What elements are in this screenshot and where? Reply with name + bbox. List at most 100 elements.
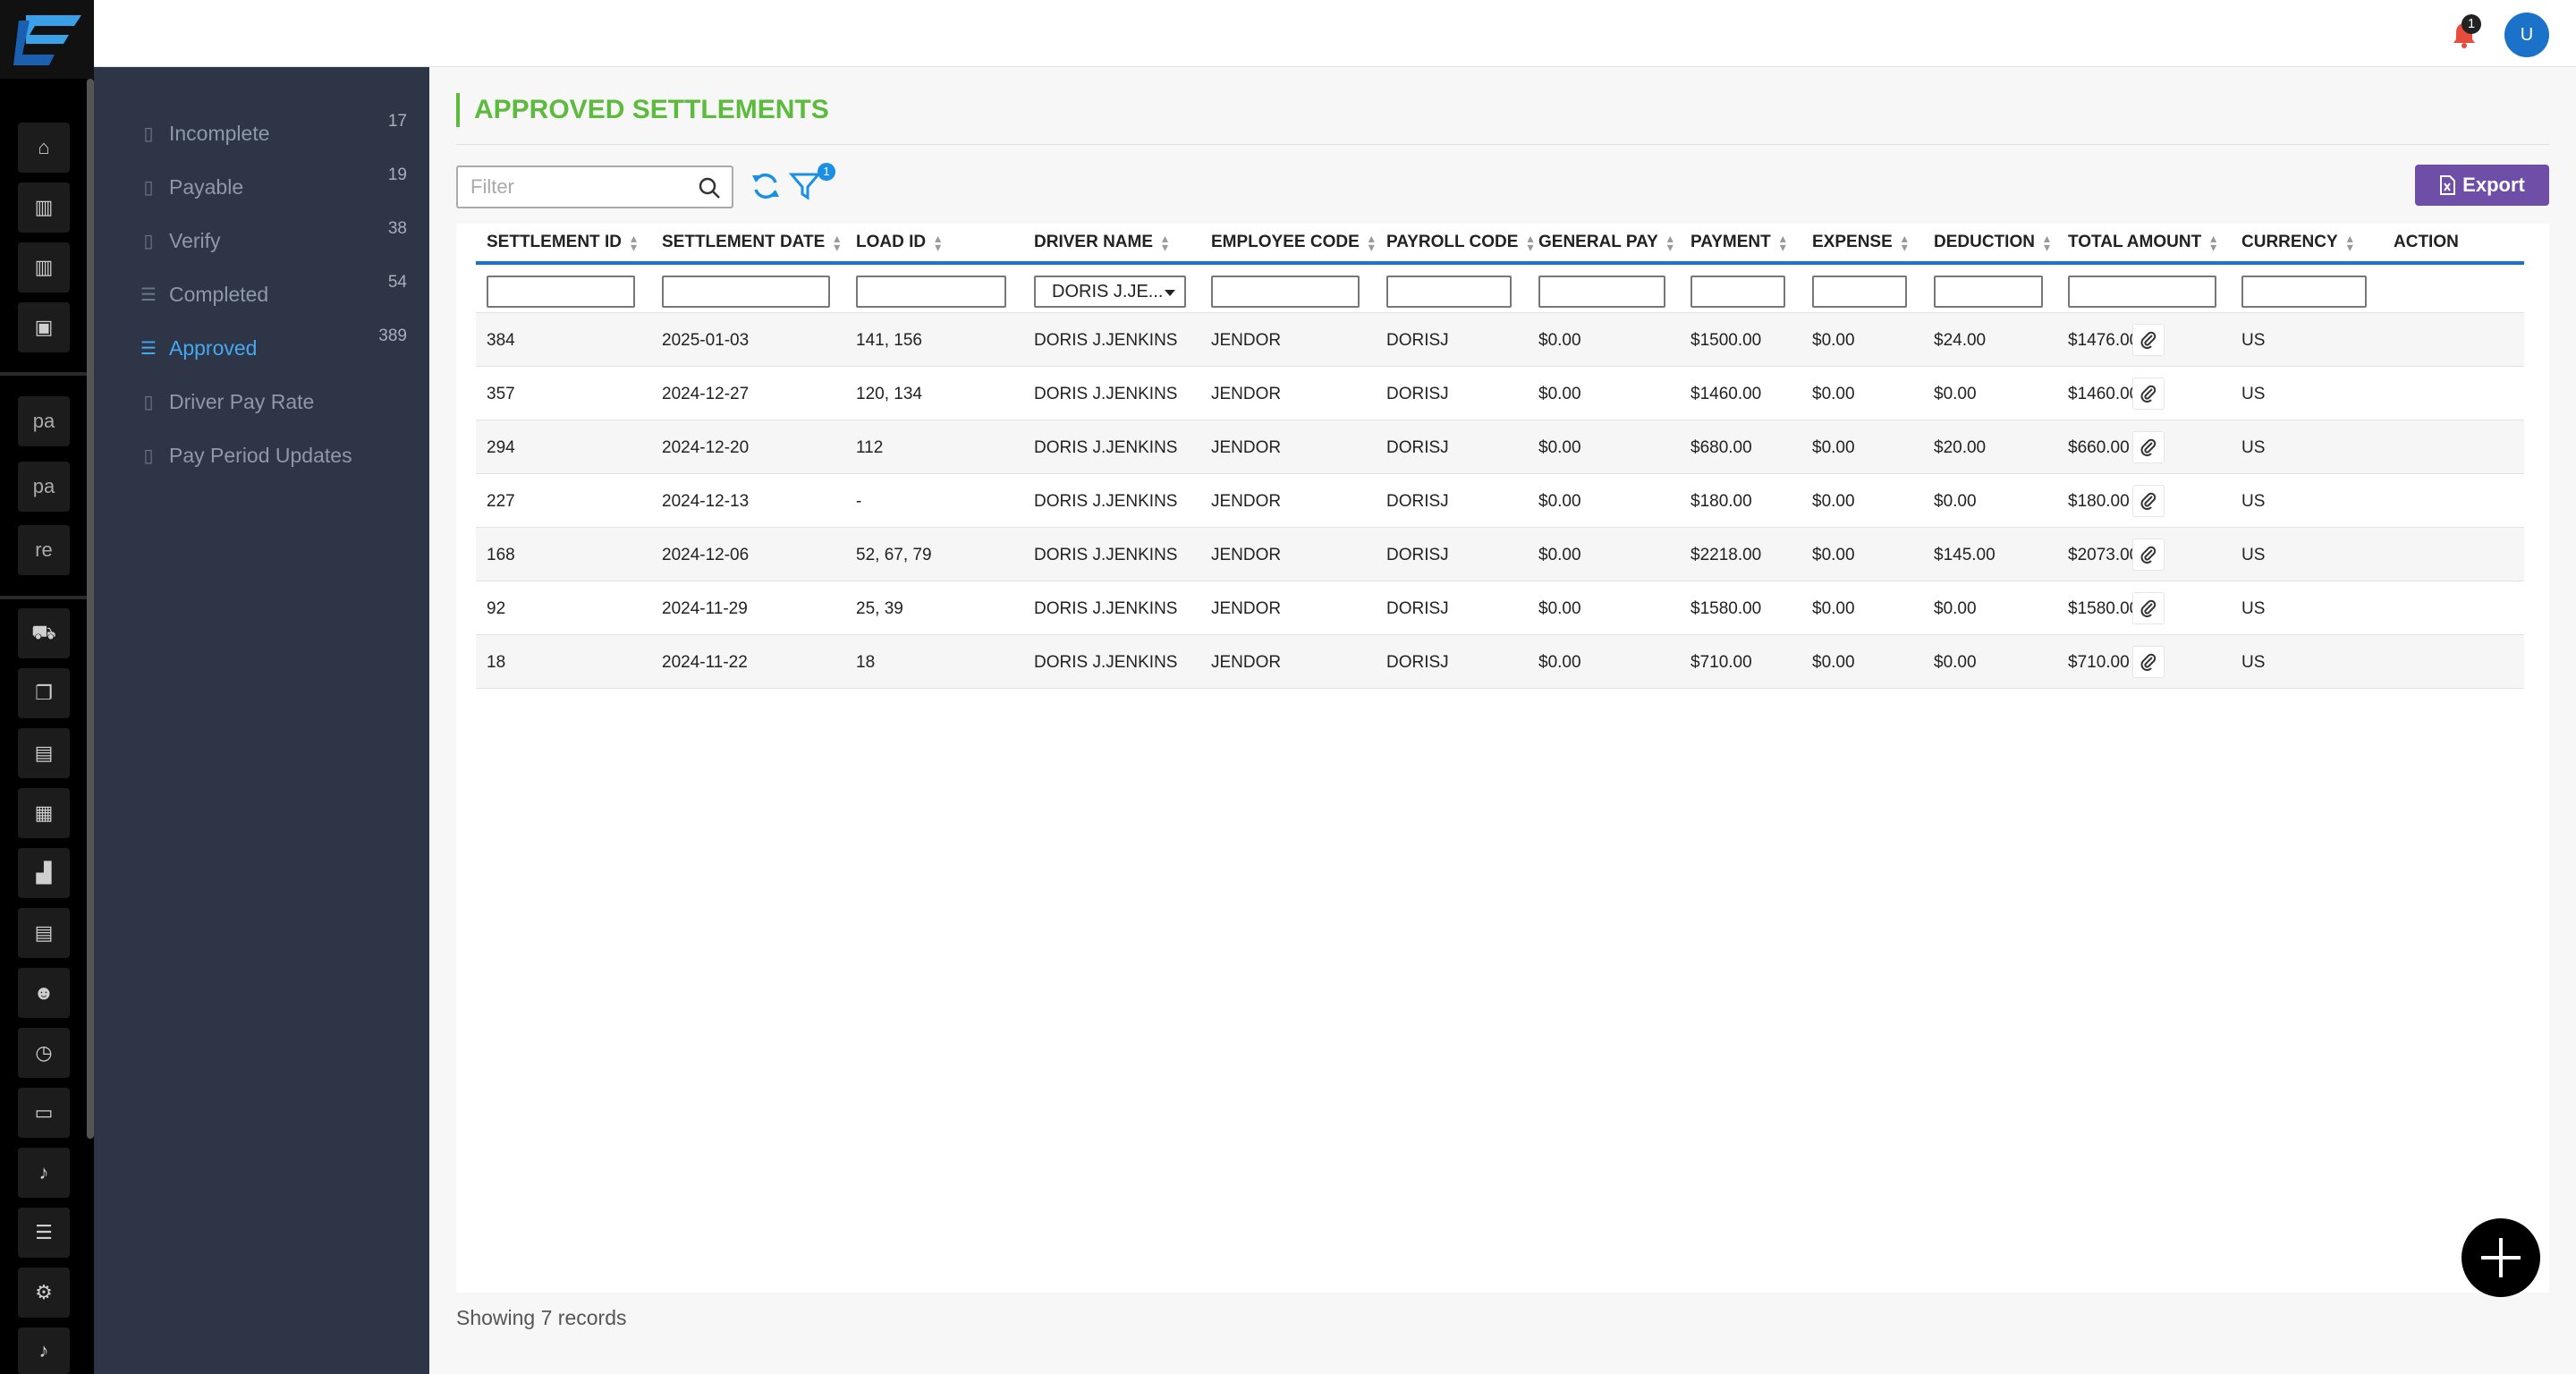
attachment-button[interactable] — [2132, 592, 2165, 624]
sort-icon[interactable]: ▴ ▾ — [2346, 231, 2353, 254]
table-row[interactable]: 18 2024-11-22 18 DORIS J.JENKINS JENDOR DORIS… — [476, 635, 2524, 689]
user-avatar[interactable]: U — [2504, 13, 2549, 57]
cell-load-id: - — [856, 492, 862, 511]
col-settlement-id[interactable]: SETTLEMENT ID ▴ ▾ — [487, 231, 637, 254]
cell-currency: US — [2241, 385, 2266, 403]
table-row[interactable]: 92 2024-11-29 25, 39 DORIS J.JENKINS JENDOR D… — [476, 581, 2524, 635]
add-settlement-button[interactable] — [2462, 1218, 2540, 1297]
column-label: ACTION — [2394, 233, 2459, 251]
cell-currency: US — [2241, 331, 2266, 350]
filter-settlement-id-input[interactable] — [487, 276, 635, 308]
sort-icon[interactable]: ▴ ▾ — [935, 231, 942, 254]
filter-expense-input[interactable] — [1812, 276, 1907, 308]
rail-bell-button[interactable]: ♪ — [18, 1148, 70, 1198]
rail-money-button[interactable]: ▣ — [18, 302, 70, 352]
funnel-filter-icon[interactable] — [789, 170, 821, 202]
sort-icon[interactable]: ▴ ▾ — [834, 231, 841, 254]
sort-icon[interactable]: ▴ ▾ — [1162, 231, 1169, 254]
col-currency[interactable]: CURRENCY ▴ ▾ — [2241, 231, 2353, 254]
col-deduction[interactable]: DEDUCTION ▴ ▾ — [1934, 231, 2050, 254]
rail-cart-button[interactable]: ▥ — [18, 182, 70, 233]
sidebar-item-completed[interactable]: ☰ Completed 54 — [139, 273, 407, 312]
sort-icon[interactable]: ▴ ▾ — [1901, 231, 1908, 254]
col-general-pay[interactable]: GENERAL PAY ▴ ▾ — [1538, 231, 1674, 254]
export-button[interactable]: Export — [2415, 165, 2549, 206]
col-total-amount[interactable]: TOTAL AMOUNT ▴ ▾ — [2068, 231, 2217, 254]
sidebar-item-incomplete[interactable]: ▯ Incomplete 17 — [139, 112, 407, 151]
rail-bell2-button[interactable]: ♪ — [18, 1327, 70, 1374]
filter-field[interactable] — [456, 165, 733, 208]
sidebar-item-verify[interactable]: ▯ Verify 38 — [139, 219, 407, 259]
rail-card-button[interactable]: ▭ — [18, 1088, 70, 1138]
table-row[interactable]: 384 2025-01-03 141, 156 DORIS J.JENKINS JEND… — [476, 313, 2524, 367]
sidebar-item-driver-pay-rate[interactable]: ▯ Driver Pay Rate — [139, 384, 407, 420]
sidebar-item-pay-period-updates[interactable]: ▯ Pay Period Updates — [139, 437, 407, 473]
col-payment[interactable]: PAYMENT ▴ ▾ — [1690, 231, 1786, 254]
app-logo[interactable] — [0, 0, 94, 79]
attachment-button[interactable] — [2132, 377, 2165, 410]
rail-truck-button[interactable]: ⛟ — [18, 608, 70, 658]
col-expense[interactable]: EXPENSE ▴ ▾ — [1812, 231, 1908, 254]
rail-list-button[interactable]: ☰ — [18, 1208, 70, 1258]
sort-icon[interactable]: ▴ ▾ — [1666, 231, 1674, 254]
cell-expense: $0.00 — [1812, 438, 1855, 457]
search-icon[interactable] — [698, 176, 721, 199]
filter-employee-code-input[interactable] — [1211, 276, 1360, 308]
cell-general-pay: $0.00 — [1538, 653, 1581, 672]
rail-calendar-button[interactable]: ▦ — [18, 788, 70, 838]
table-row[interactable]: 294 2024-12-20 112 DORIS J.JENKINS JENDOR DOR… — [476, 420, 2524, 474]
rail-doc2-button[interactable]: ▤ — [18, 908, 70, 958]
table-row[interactable]: 227 2024-12-13 - DORIS J.JENKINS JENDOR DORIS… — [476, 474, 2524, 528]
table-row[interactable]: 168 2024-12-06 52, 67, 79 DORIS J.JENKINS JE… — [476, 528, 2524, 581]
filter-settlement-date-input[interactable] — [662, 276, 830, 308]
filter-input[interactable] — [470, 174, 685, 199]
filter-driver-name-select[interactable]: DORIS J.JE... — [1034, 276, 1186, 308]
attachment-button[interactable] — [2132, 646, 2165, 678]
rail-clock-button[interactable]: ◷ — [18, 1028, 70, 1078]
table-row[interactable]: 357 2024-12-27 120, 134 DORIS J.JENKINS JEND… — [476, 367, 2524, 420]
cell-expense: $0.00 — [1812, 653, 1855, 672]
rail-home-button[interactable]: ⌂ — [18, 123, 70, 173]
cell-settlement-date: 2024-12-13 — [662, 492, 750, 511]
rail-text-item[interactable]: pa — [18, 396, 70, 446]
rail-copy-button[interactable]: ❐ — [18, 668, 70, 718]
cell-employee-code: JENDOR — [1211, 438, 1282, 457]
filter-currency-input[interactable] — [2241, 276, 2367, 308]
col-driver-name[interactable]: DRIVER NAME ▴ ▾ — [1034, 231, 1169, 254]
cell-deduction: $0.00 — [1934, 599, 1977, 618]
sort-icon[interactable]: ▴ ▾ — [2210, 231, 2217, 254]
attachment-button[interactable] — [2132, 324, 2165, 356]
document-icon: ▯ — [143, 392, 154, 412]
sort-icon[interactable]: ▴ ▾ — [1368, 231, 1375, 254]
col-settlement-date[interactable]: SETTLEMENT DATE ▴ ▾ — [662, 231, 841, 254]
rail-users-button[interactable]: ☻ — [18, 968, 70, 1018]
sort-icon[interactable]: ▴ ▾ — [2043, 231, 2050, 254]
rail-doc-button[interactable]: ▤ — [18, 728, 70, 778]
rail-scrollbar[interactable] — [87, 79, 94, 1139]
filter-load-id-input[interactable] — [856, 276, 1006, 308]
rail-settings-button[interactable]: ⚙ — [18, 1268, 70, 1318]
filter-general-pay-input[interactable] — [1538, 276, 1665, 308]
rail-chart-button[interactable]: ▟ — [18, 848, 70, 898]
rail-text-item[interactable]: re — [18, 525, 70, 575]
filter-deduction-input[interactable] — [1934, 276, 2043, 308]
col-load-id[interactable]: LOAD ID ▴ ▾ — [856, 231, 942, 254]
attachment-button[interactable] — [2132, 539, 2165, 571]
col-employee-code[interactable]: EMPLOYEE CODE ▴ ▾ — [1211, 231, 1375, 254]
sidebar-item-payable[interactable]: ▯ Payable 19 — [139, 165, 407, 205]
filter-payment-input[interactable] — [1690, 276, 1785, 308]
col-payroll-code[interactable]: PAYROLL CODE ▴ ▾ — [1386, 231, 1534, 254]
cell-general-pay: $0.00 — [1538, 438, 1581, 457]
sort-icon[interactable]: ▴ ▾ — [1527, 231, 1534, 254]
sort-icon[interactable]: ▴ ▾ — [630, 231, 637, 254]
filter-payroll-code-input[interactable] — [1386, 276, 1512, 308]
sidebar-item-approved[interactable]: ☰ Approved 389 — [139, 327, 407, 366]
attachment-button[interactable] — [2132, 485, 2165, 517]
cart-icon: ▥ — [34, 196, 54, 218]
rail-text-item[interactable]: pa — [18, 462, 70, 512]
refresh-icon[interactable] — [750, 170, 782, 202]
attachment-button[interactable] — [2132, 431, 2165, 463]
sort-icon[interactable]: ▴ ▾ — [1779, 231, 1786, 254]
rail-cart2-button[interactable]: ▥ — [18, 242, 70, 293]
filter-total-amount-input[interactable] — [2068, 276, 2216, 308]
